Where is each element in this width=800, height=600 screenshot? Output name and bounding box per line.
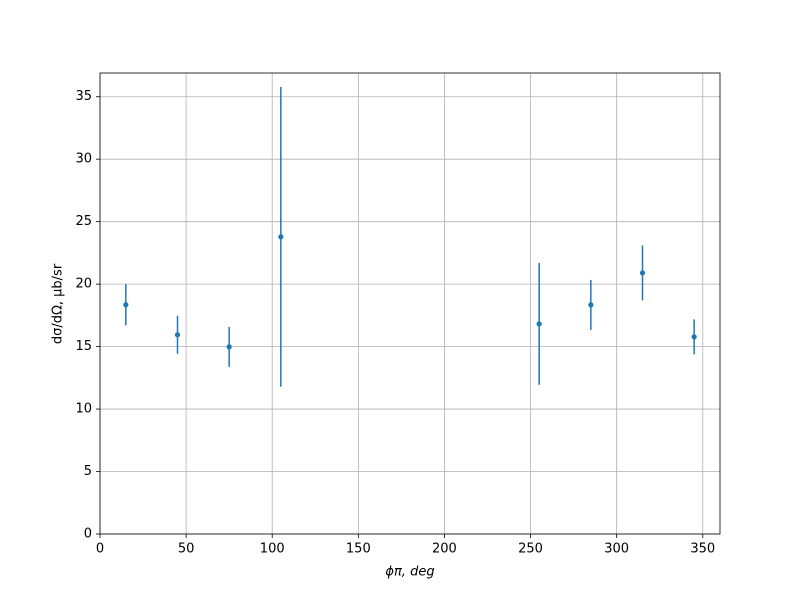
y-tick-label: 35 xyxy=(75,89,92,104)
y-tick-label: 25 xyxy=(75,214,92,229)
y-tick-label: 15 xyxy=(75,339,92,354)
data-point xyxy=(174,332,181,338)
data-point xyxy=(226,344,232,350)
y-tick-label: 0 xyxy=(84,527,92,542)
y-tick-label: 10 xyxy=(75,402,92,417)
x-axis-label: ϕπ, deg xyxy=(385,565,434,580)
y-tick-label: 5 xyxy=(84,464,92,479)
data-point xyxy=(691,334,697,340)
data-point xyxy=(536,321,542,327)
y-axis-label: dσ/dΩ, μb/sr xyxy=(51,263,66,344)
x-tick-label: 200 xyxy=(432,542,457,557)
data-point xyxy=(588,302,594,308)
x-tick-label: 0 xyxy=(96,542,104,557)
data-point xyxy=(639,270,646,276)
x-tick-label: 150 xyxy=(346,542,371,557)
plot-frame xyxy=(99,72,721,535)
y-tick-label: 30 xyxy=(75,152,92,167)
data-point xyxy=(278,234,284,240)
y-tick-label: 20 xyxy=(75,277,92,292)
x-tick-label: 100 xyxy=(260,542,285,557)
x-tick-label: 250 xyxy=(518,542,543,557)
data-point xyxy=(123,302,129,308)
x-tick-label: 350 xyxy=(690,542,715,557)
x-tick-label: 300 xyxy=(604,542,629,557)
x-tick-label: 50 xyxy=(178,542,195,557)
